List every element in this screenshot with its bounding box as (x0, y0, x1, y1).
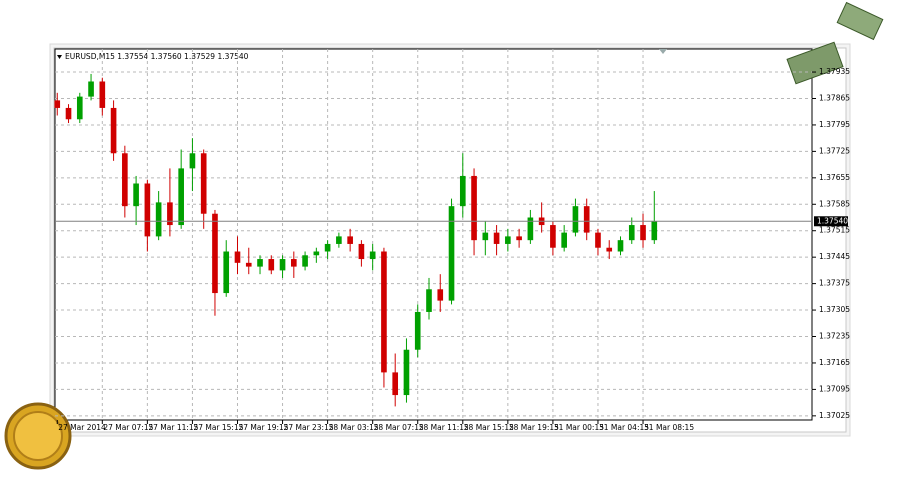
candle-body (200, 153, 207, 214)
y-tick-label: 1.37865 (819, 93, 850, 102)
candle-body (234, 251, 241, 263)
candle-body (595, 232, 601, 248)
x-tick-label: 28 Mar 07:15 (374, 423, 424, 432)
candle-body (290, 259, 297, 267)
candle-body (505, 236, 511, 244)
candle-body (88, 81, 94, 97)
y-tick-label: 1.37445 (819, 252, 850, 261)
candle-body (336, 236, 342, 244)
y-tick-label: 1.37305 (819, 305, 850, 314)
candle-body (640, 225, 646, 241)
x-tick-label: 27 Mar 2014 (58, 423, 106, 432)
y-tick-label: 1.37935 (819, 67, 850, 76)
plot-area (54, 48, 813, 421)
y-tick-label: 1.37235 (819, 332, 850, 341)
candle-body (133, 183, 139, 207)
candle-body (459, 175, 466, 207)
candle-body (155, 202, 162, 237)
candle-body (212, 213, 218, 294)
x-tick-label: 28 Mar 03:15 (329, 423, 379, 432)
candle-body (414, 311, 421, 350)
candle-body (76, 96, 83, 120)
candle-body (178, 168, 184, 226)
candle-body (403, 349, 410, 396)
y-tick-label: 1.37655 (819, 173, 850, 182)
candle-body (347, 236, 353, 244)
candle-body (617, 240, 624, 252)
candle-body (606, 247, 613, 252)
candle-body (189, 153, 196, 169)
candle-body (122, 153, 128, 207)
y-tick-label: 1.37585 (819, 199, 850, 208)
menu-arrow (57, 55, 62, 59)
candle-body (144, 183, 151, 237)
candle-body (482, 232, 489, 241)
x-tick-label: 31 Mar 08:15 (644, 423, 694, 432)
candle-body (358, 243, 365, 260)
candle-body (437, 289, 444, 301)
candle-body (583, 206, 590, 233)
y-tick-label: 1.37725 (819, 146, 850, 155)
candle-body (572, 206, 579, 233)
candle-body (65, 107, 72, 120)
candle-body (313, 251, 320, 256)
x-tick-label: 27 Mar 11:15 (148, 423, 198, 432)
candle-body (493, 232, 500, 244)
chart-title: EURUSD,M15 1.37554 1.37560 1.37529 1.375… (65, 52, 249, 61)
candle-body (561, 232, 567, 248)
candle-body (167, 202, 173, 226)
x-tick-label: 28 Mar 11:15 (419, 423, 469, 432)
x-tick-label: 27 Mar 15:15 (193, 423, 243, 432)
candle-body (257, 259, 263, 267)
candle-body (268, 259, 275, 271)
x-tick-label: 28 Mar 15:15 (464, 423, 514, 432)
candle-body (392, 372, 399, 396)
candle-body (54, 100, 61, 108)
candle-body (527, 217, 534, 241)
y-tick-label: 1.37095 (819, 384, 850, 393)
candle-body (245, 262, 252, 267)
y-tick-label: 1.37795 (819, 120, 850, 129)
candle-body (279, 259, 286, 271)
candle-body (651, 221, 658, 241)
y-tick-label: 1.37025 (819, 411, 850, 420)
money-decoration (786, 1, 884, 85)
x-tick-label: 31 Mar 04:15 (599, 423, 649, 432)
candle-body (448, 206, 455, 301)
candle-body (223, 251, 230, 294)
y-tick-label: 1.37165 (819, 358, 850, 367)
candle-body (550, 225, 556, 248)
candle-body (426, 289, 432, 312)
candle-body (471, 175, 477, 241)
x-tick-label: 28 Mar 19:15 (509, 423, 559, 432)
y-tick-label: 1.37515 (819, 226, 850, 235)
x-tick-label: 27 Mar 19:15 (238, 423, 288, 432)
x-tick-label: 27 Mar 07:15 (103, 423, 153, 432)
x-tick-label: 31 Mar 00:15 (554, 423, 604, 432)
candle-body (110, 107, 117, 154)
candle-body (324, 243, 331, 252)
current-price-box (814, 216, 848, 227)
euro-coin (4, 402, 72, 470)
y-tick-label: 1.37375 (819, 279, 850, 288)
shift-marker (659, 49, 667, 54)
candle-body (99, 81, 106, 108)
candle-body (628, 225, 635, 241)
candle-body (369, 251, 376, 260)
candle-body (516, 236, 522, 241)
candle-body (302, 255, 308, 267)
x-tick-label: 27 Mar 23:15 (284, 423, 334, 432)
candle-body (381, 251, 387, 373)
current-price-label: 1.37540 (817, 216, 848, 225)
